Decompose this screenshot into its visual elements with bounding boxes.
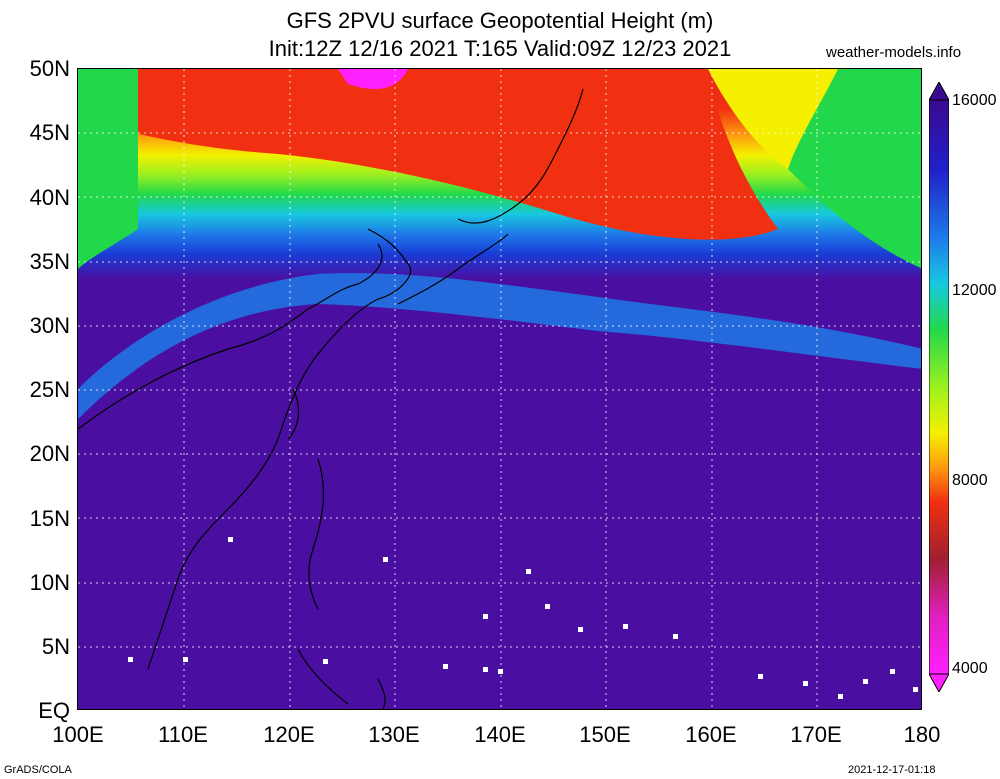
footer-grads: GrADS/COLA xyxy=(4,764,72,776)
lon-label-130e: 130E xyxy=(368,722,420,747)
chart-title-line2: Init:12Z 12/16 2021 T:165 Valid:09Z 12/2… xyxy=(268,36,732,61)
chart-title-line1: GFS 2PVU surface Geopotential Height (m) xyxy=(286,8,714,33)
lat-label-30n: 30N xyxy=(29,313,70,338)
lat-label-25n: 25N xyxy=(29,377,70,402)
lat-label-50n: 50N xyxy=(29,56,70,81)
subtropical-blue-band xyxy=(78,273,921,419)
lon-label-170e: 170E xyxy=(790,722,842,747)
lon-label-110e: 110E xyxy=(158,722,208,747)
lon-label-150e: 150E xyxy=(579,722,631,747)
source-credit: weather-models.info xyxy=(826,44,962,61)
colorbar-label-16000: 16000 xyxy=(952,92,997,109)
colorbar-label-12000: 12000 xyxy=(952,282,997,299)
lat-label-10n: 10N xyxy=(29,570,70,595)
lat-label-20n: 20N xyxy=(29,441,70,466)
colorbar xyxy=(929,82,949,692)
map-area[interactable] xyxy=(77,68,922,710)
coastlines xyxy=(78,88,584,709)
western-green-field xyxy=(78,69,138,269)
lon-label-160e: 160E xyxy=(685,722,737,747)
lat-label-5n: 5N xyxy=(41,634,70,659)
lat-label-35n: 35N xyxy=(29,249,70,274)
island-markers xyxy=(128,537,918,699)
lat-label-40n: 40N xyxy=(29,185,70,210)
lon-label-180: 180 xyxy=(903,722,941,747)
minimum-core xyxy=(338,69,408,89)
colorbar-label-8000: 8000 xyxy=(952,472,988,489)
lon-label-120e: 120E xyxy=(263,722,315,747)
lon-label-140e: 140E xyxy=(474,722,526,747)
ridge-yellow-core xyxy=(708,69,838,169)
colorbar-label-4000: 4000 xyxy=(952,660,988,677)
lat-label-eq: EQ xyxy=(38,698,70,723)
graticule xyxy=(78,69,921,709)
lon-label-100e: 100E xyxy=(52,722,104,747)
lat-label-15n: 15N xyxy=(29,506,70,531)
geopotential-field xyxy=(78,69,921,709)
footer-timestamp: 2021-12-17-01:18 xyxy=(848,764,936,776)
lat-label-45n: 45N xyxy=(29,120,70,145)
